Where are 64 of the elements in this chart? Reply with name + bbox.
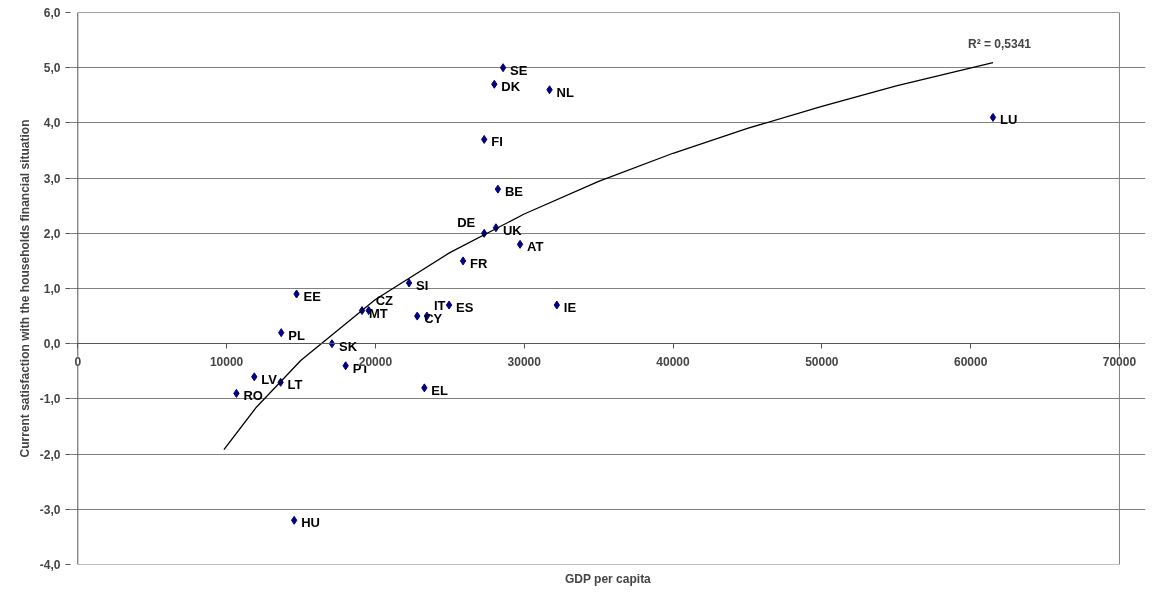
data-label: SE	[510, 62, 528, 78]
data-label: UK	[502, 222, 523, 238]
x-tick-label: 30000	[507, 354, 542, 369]
point	[278, 328, 285, 338]
data-label: BE	[504, 184, 524, 200]
point	[989, 112, 997, 122]
data-label: IE	[563, 300, 577, 316]
data-label: AT	[527, 239, 544, 255]
data-label: MT	[369, 305, 388, 321]
y-tick-label: -1,0	[39, 392, 61, 407]
point	[499, 63, 507, 73]
point	[293, 289, 300, 299]
y-tick-label: -2,0	[39, 447, 61, 462]
y-tick-label: 0,0	[43, 337, 61, 352]
point	[516, 239, 524, 249]
point	[328, 339, 336, 349]
point	[421, 383, 428, 393]
x-axis-title: GDP per capita	[564, 571, 652, 586]
point	[491, 79, 498, 89]
data-label: FI	[491, 134, 503, 150]
data-label: IT	[433, 298, 446, 314]
y-tick-label: -4,0	[39, 558, 61, 572]
data-label: PL	[288, 327, 305, 343]
data-label: EE	[303, 289, 322, 305]
point	[342, 361, 349, 371]
y-tick-label: 5,0	[43, 61, 61, 76]
point	[290, 515, 298, 525]
data-label: NL	[556, 84, 574, 100]
y-tick-label: 4,0	[43, 116, 61, 131]
y-tick-label: 1,0	[43, 282, 61, 296]
data-label: EL	[431, 382, 449, 398]
point	[405, 278, 413, 288]
data-label: LV	[261, 371, 278, 387]
y-tick-label: 2,0	[43, 226, 61, 241]
x-tick-label: 0	[74, 354, 82, 369]
point	[481, 134, 488, 144]
point	[494, 184, 502, 194]
point	[233, 388, 240, 398]
point	[251, 372, 258, 382]
data-label: LU	[999, 112, 1018, 128]
point	[414, 311, 421, 321]
annotation: R² = 0,5341	[967, 36, 1032, 51]
data-label: FR	[470, 255, 488, 271]
data-label: RO	[243, 388, 263, 404]
data-label: ES	[456, 300, 474, 316]
data-label: DE	[457, 215, 476, 231]
x-tick-label: 10000	[209, 354, 244, 369]
x-tick-label: 50000	[805, 354, 839, 369]
data-label: DK	[501, 79, 521, 95]
point	[459, 256, 467, 266]
y-axis-title: Current satisfaction with the households financial situation	[17, 119, 32, 458]
y-tick-label: -3,0	[39, 502, 61, 517]
x-tick-label: 60000	[953, 354, 988, 369]
x-tick-label: 70000	[1102, 354, 1137, 369]
data-label: CY	[424, 311, 443, 327]
point	[553, 300, 560, 310]
data-label: CZ	[375, 292, 394, 308]
y-tick-label: 6,0	[43, 6, 61, 20]
data-label: SI	[416, 277, 429, 293]
x-tick-label: 40000	[656, 354, 691, 369]
data-label: HU	[301, 515, 320, 531]
y-tick-label: 3,0	[43, 171, 61, 186]
point	[546, 85, 553, 95]
data-label: LT	[287, 377, 303, 393]
